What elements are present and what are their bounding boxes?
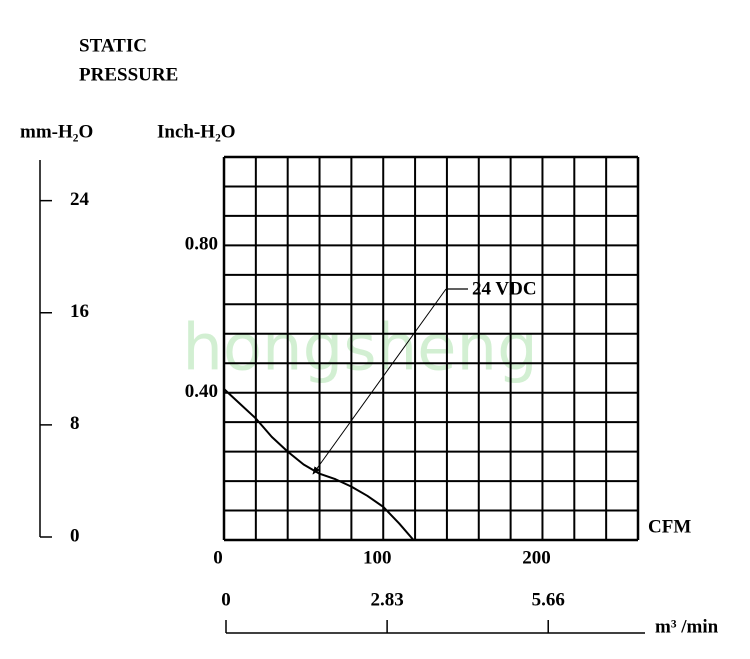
y2-tick-label: 0 (70, 525, 80, 546)
x2-tick-label: 0 (221, 589, 231, 610)
title-line: STATIC (79, 35, 147, 56)
x-axis-label: CFM (648, 516, 691, 537)
line-series (223, 388, 415, 541)
x-tick-label: 0 (213, 547, 223, 568)
annotation-arrow (312, 288, 447, 475)
y2-tick-label: 24 (70, 189, 90, 210)
y-tick-label: 0.40 (185, 381, 218, 402)
title-line: PRESSURE (79, 64, 178, 85)
annotation: 24 VDC (472, 278, 537, 299)
y2-tick-label: 8 (70, 413, 80, 434)
x2-tick-label: 5.66 (532, 589, 565, 610)
x-tick-label: 200 (522, 547, 551, 568)
y-axis-label: Inch-H₂O (157, 121, 236, 142)
y-tick-label: 0.80 (185, 234, 218, 255)
x2-axis-label: m³ /min (655, 616, 719, 637)
watermark: hongsheng (182, 312, 537, 386)
y2-tick-label: 16 (70, 301, 89, 322)
x2-tick-label: 2.83 (370, 589, 403, 610)
y2-axis-label: mm-H₂O (20, 121, 93, 142)
x-tick-label: 100 (363, 547, 392, 568)
